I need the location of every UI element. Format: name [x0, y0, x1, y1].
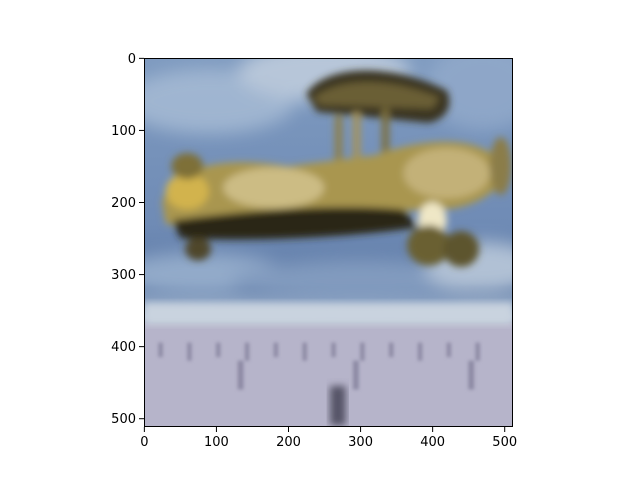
y-tick-label: 0	[128, 52, 136, 67]
x-axis: 0 100 200 300 400 500	[140, 427, 517, 450]
plot-frame	[144, 58, 513, 427]
y-tick-label: 400	[111, 340, 136, 355]
plot-image	[144, 58, 513, 427]
x-tick-label: 100	[204, 435, 229, 450]
y-axis: 0 100 200 300 400 500	[111, 52, 144, 427]
x-tick-label: 0	[140, 435, 148, 450]
x-tick-label: 500	[492, 435, 517, 450]
y-tick-label: 100	[111, 124, 136, 139]
x-tick-label: 300	[348, 435, 373, 450]
y-tick-label: 300	[111, 268, 136, 283]
y-tick-label: 200	[111, 196, 136, 211]
x-tick-label: 200	[276, 435, 301, 450]
x-tick-label: 400	[420, 435, 445, 450]
y-tick-label: 500	[111, 412, 136, 427]
